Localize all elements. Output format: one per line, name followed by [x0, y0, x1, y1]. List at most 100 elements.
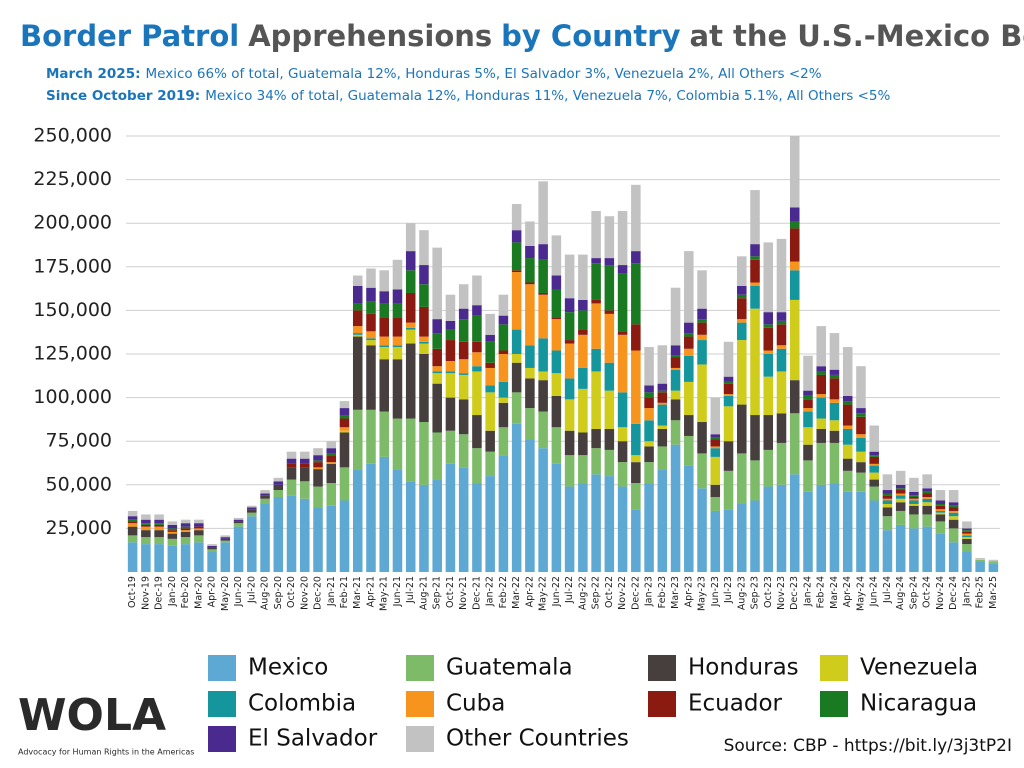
bar-segment: [352, 303, 363, 311]
bar-segment: [617, 392, 628, 428]
bar-segment: [617, 334, 628, 393]
bar-segment: [962, 535, 972, 538]
bar-segment: [551, 350, 562, 374]
bar-segment: [578, 329, 588, 335]
bar-segment: [511, 423, 522, 572]
bar-segment: [405, 251, 416, 271]
bar-segment: [776, 238, 787, 313]
bar-segment: [816, 366, 826, 372]
bar-segment: [776, 312, 787, 321]
bar-segment: [909, 497, 919, 499]
bar-segment: [180, 519, 191, 524]
bar-segment: [803, 444, 813, 461]
bar-segment: [631, 423, 641, 456]
bar-segment: [856, 434, 866, 438]
bar-segment: [737, 503, 747, 572]
bar-segment: [829, 399, 840, 403]
bar-segment: [472, 448, 482, 484]
bar-segment: [631, 251, 641, 264]
bar-segment: [485, 367, 495, 386]
bar-segment: [313, 486, 323, 508]
bar-segment: [207, 551, 217, 572]
x-tick-label: Jan-20: [167, 576, 178, 607]
bar-segment: [591, 474, 601, 572]
bar-segment: [498, 455, 509, 572]
bar-segment: [260, 490, 270, 494]
bar-segment: [458, 359, 469, 374]
bar-segment: [882, 495, 893, 499]
bar-segment: [511, 392, 522, 424]
x-tick-label: Nov-22: [617, 576, 628, 610]
bar-segment: [194, 528, 204, 531]
bar-segment: [525, 345, 535, 368]
bar-segment: [869, 486, 879, 501]
bar-segment: [154, 526, 164, 531]
bar-segment: [842, 395, 853, 402]
bar-segment: [551, 427, 562, 464]
bar-segment: [816, 484, 826, 572]
bar-segment: [909, 505, 919, 515]
x-tick-label: Feb-22: [498, 576, 509, 608]
bar-segment: [379, 291, 389, 304]
bar-segment: [352, 310, 363, 327]
chart-title: Border Patrol Apprehensions by Country at t…: [20, 19, 1024, 53]
bar-segment: [432, 333, 442, 349]
bar-segment: [273, 497, 284, 572]
bar-segment: [909, 477, 919, 492]
bar-segment: [458, 434, 469, 468]
x-tick-label: Jan-23: [644, 576, 655, 607]
bar-segment: [352, 285, 363, 304]
x-tick-label: Aug-21: [418, 576, 429, 610]
bar-segment: [829, 369, 840, 375]
bar-segment: [737, 404, 747, 454]
bar-segment: [313, 462, 323, 468]
legend-swatch: [406, 655, 434, 681]
bar-segment: [207, 545, 217, 548]
bar-segment: [631, 324, 641, 351]
x-tick-label: Apr-22: [524, 576, 535, 607]
bar-segment: [723, 376, 734, 382]
bar-segment: [789, 413, 800, 475]
bar-segment: [260, 498, 270, 504]
x-tick-label: Aug-23: [736, 576, 747, 610]
bar-segment: [326, 455, 337, 463]
bar-segment: [856, 408, 866, 414]
bar-segment: [763, 376, 774, 416]
x-tick-label: Oct-24: [922, 576, 933, 608]
bar-segment: [604, 258, 615, 266]
bar-segment: [697, 422, 707, 454]
bar-segment: [763, 449, 774, 487]
bar-segment: [737, 453, 747, 504]
bar-segment: [141, 524, 151, 527]
bar-segment: [180, 530, 191, 532]
bar-segment: [842, 347, 853, 396]
bar-segment: [405, 322, 416, 328]
bar-segment: [339, 415, 350, 419]
subtitle: March 2025: Mexico 66% of total, Guatemal…: [46, 66, 822, 82]
bar-segment: [644, 483, 654, 572]
bar-segment: [405, 418, 416, 482]
bar-segment: [591, 210, 601, 259]
bar-segment: [419, 284, 429, 307]
bar-segment: [300, 463, 310, 468]
x-tick-label: Jul-24: [882, 576, 893, 604]
bar-segment: [352, 469, 363, 572]
bar-segment: [498, 315, 509, 325]
bar-segment: [750, 285, 760, 309]
bar-segment: [710, 397, 721, 435]
bar-segment: [498, 324, 509, 351]
bar-segment: [154, 537, 164, 545]
bar-segment: [723, 395, 734, 407]
bar-segment: [723, 394, 734, 396]
x-tick-label: Apr-20: [207, 576, 218, 607]
bar-segment: [591, 263, 601, 300]
bar-segment: [895, 510, 906, 525]
x-tick-label: Nov-21: [458, 576, 469, 610]
bar-segment: [432, 319, 442, 334]
bar-segment: [935, 510, 946, 513]
bar-segment: [352, 275, 363, 286]
x-tick-label: Jul-20: [246, 576, 257, 604]
bar-segment: [286, 467, 297, 480]
bar-segment: [697, 340, 707, 365]
bar-segment: [233, 526, 244, 572]
